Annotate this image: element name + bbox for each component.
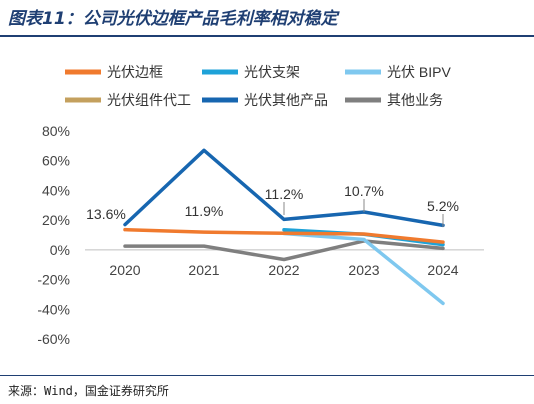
x-axis: 2020 2021 2022 2023 2024 bbox=[85, 249, 484, 278]
series-lines bbox=[123, 148, 445, 306]
data-label: 10.7% bbox=[344, 183, 384, 199]
chart-title: 图表11：公司光伏边框产品毛利率相对稳定 bbox=[8, 9, 338, 29]
y-tick-label: -20% bbox=[37, 272, 70, 288]
legend-label: 其他业务 bbox=[387, 92, 443, 108]
data-label: 5.2% bbox=[427, 198, 459, 214]
x-tick-label: 2021 bbox=[188, 262, 219, 278]
x-tick-label: 2020 bbox=[109, 262, 140, 278]
chart-legend: 光伏边框 光伏支架 光伏 BIPV 光伏组件代工 光伏其他产品 其他业务 bbox=[65, 64, 451, 108]
title-divider bbox=[0, 35, 534, 37]
data-label: 11.2% bbox=[265, 186, 304, 202]
y-tick-label: 0% bbox=[50, 242, 70, 258]
series-line-0 bbox=[123, 227, 445, 244]
y-tick-label: 20% bbox=[42, 212, 70, 228]
data-label: 13.6% bbox=[86, 206, 126, 222]
source-note: 来源：Wind，国金证券研究所 bbox=[8, 384, 169, 398]
series-line-2 bbox=[282, 231, 445, 306]
series-line-5 bbox=[123, 239, 445, 262]
footer-divider bbox=[0, 375, 534, 376]
y-tick-label: -60% bbox=[37, 331, 70, 347]
x-tick-label: 2024 bbox=[427, 262, 458, 278]
line-chart: 光伏边框 光伏支架 光伏 BIPV 光伏组件代工 光伏其他产品 其他业务 80% 60% 40… bbox=[37, 64, 484, 347]
x-tick-label: 2023 bbox=[348, 262, 379, 278]
x-tick-label: 2022 bbox=[268, 262, 299, 278]
y-tick-label: 80% bbox=[42, 123, 70, 139]
y-axis: 80% 60% 40% 20% 0% -20% -40% -60% bbox=[37, 123, 70, 347]
legend-label: 光伏支架 bbox=[244, 64, 300, 80]
legend-label: 光伏其他产品 bbox=[244, 92, 328, 108]
y-tick-label: 60% bbox=[42, 153, 70, 169]
legend-label: 光伏 BIPV bbox=[387, 64, 451, 80]
series-line-4 bbox=[123, 148, 445, 228]
y-tick-label: -40% bbox=[37, 301, 70, 317]
data-labels: 13.6% 11.9% 11.2% 10.7% 5.2% bbox=[86, 183, 459, 227]
data-label: 11.9% bbox=[185, 203, 224, 219]
legend-label: 光伏边框 bbox=[107, 64, 163, 80]
y-tick-label: 40% bbox=[42, 182, 70, 198]
legend-label: 光伏组件代工 bbox=[107, 92, 191, 108]
